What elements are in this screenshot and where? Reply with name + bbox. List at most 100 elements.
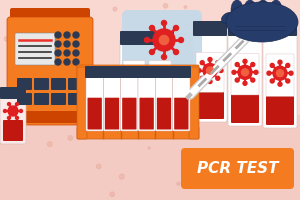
Circle shape	[145, 38, 149, 43]
Circle shape	[139, 136, 142, 139]
FancyBboxPatch shape	[17, 93, 32, 105]
FancyBboxPatch shape	[102, 66, 122, 78]
Circle shape	[55, 50, 61, 56]
Circle shape	[289, 71, 293, 75]
Text: PCR TEST: PCR TEST	[197, 161, 278, 176]
Circle shape	[73, 50, 79, 56]
FancyBboxPatch shape	[231, 95, 259, 123]
FancyBboxPatch shape	[105, 98, 119, 130]
Circle shape	[73, 59, 79, 65]
Circle shape	[149, 25, 154, 30]
Circle shape	[184, 6, 187, 8]
FancyBboxPatch shape	[85, 66, 104, 78]
FancyBboxPatch shape	[11, 111, 89, 123]
Circle shape	[218, 176, 222, 179]
Circle shape	[270, 79, 274, 83]
Ellipse shape	[270, 0, 282, 20]
Circle shape	[200, 61, 204, 65]
FancyBboxPatch shape	[0, 90, 26, 144]
Circle shape	[55, 59, 61, 65]
Circle shape	[257, 68, 260, 70]
FancyBboxPatch shape	[77, 127, 199, 139]
Circle shape	[270, 63, 274, 67]
Circle shape	[251, 78, 255, 82]
Circle shape	[242, 69, 248, 76]
Circle shape	[267, 71, 271, 75]
FancyBboxPatch shape	[34, 93, 49, 105]
FancyBboxPatch shape	[17, 78, 32, 90]
Circle shape	[64, 50, 70, 56]
Circle shape	[77, 109, 81, 112]
Polygon shape	[132, 68, 156, 82]
FancyBboxPatch shape	[51, 93, 66, 105]
Circle shape	[286, 63, 290, 67]
Ellipse shape	[257, 0, 269, 20]
FancyBboxPatch shape	[0, 87, 26, 99]
Circle shape	[20, 110, 22, 112]
Ellipse shape	[221, 12, 235, 24]
FancyBboxPatch shape	[154, 66, 174, 78]
Ellipse shape	[244, 0, 256, 20]
FancyBboxPatch shape	[149, 89, 171, 111]
Circle shape	[200, 76, 204, 80]
FancyBboxPatch shape	[172, 66, 191, 78]
Circle shape	[4, 37, 9, 41]
FancyBboxPatch shape	[122, 10, 202, 74]
Polygon shape	[0, 115, 300, 200]
Circle shape	[184, 22, 188, 27]
Circle shape	[110, 192, 114, 197]
Circle shape	[235, 63, 239, 67]
Circle shape	[277, 70, 284, 77]
Circle shape	[47, 110, 50, 113]
FancyBboxPatch shape	[173, 73, 190, 131]
Circle shape	[269, 74, 273, 77]
Circle shape	[47, 142, 52, 146]
FancyBboxPatch shape	[263, 21, 297, 36]
Circle shape	[206, 67, 214, 74]
FancyBboxPatch shape	[146, 31, 174, 45]
Circle shape	[216, 76, 220, 80]
Circle shape	[151, 28, 154, 31]
FancyBboxPatch shape	[228, 21, 262, 36]
Circle shape	[59, 62, 62, 65]
Circle shape	[163, 4, 168, 8]
Circle shape	[14, 95, 17, 99]
FancyBboxPatch shape	[266, 96, 294, 125]
Circle shape	[178, 38, 184, 43]
FancyBboxPatch shape	[193, 21, 227, 36]
Circle shape	[208, 58, 212, 62]
Circle shape	[149, 50, 154, 55]
Circle shape	[178, 72, 182, 76]
Circle shape	[64, 32, 70, 38]
Circle shape	[64, 59, 70, 65]
Circle shape	[203, 64, 217, 77]
Ellipse shape	[226, 2, 298, 42]
Circle shape	[16, 116, 19, 119]
FancyBboxPatch shape	[263, 28, 297, 128]
Circle shape	[235, 78, 239, 82]
FancyBboxPatch shape	[86, 73, 103, 131]
Circle shape	[97, 164, 101, 169]
Circle shape	[50, 78, 52, 80]
Circle shape	[8, 103, 10, 106]
FancyBboxPatch shape	[196, 52, 224, 92]
FancyBboxPatch shape	[193, 28, 227, 122]
FancyBboxPatch shape	[137, 66, 156, 78]
Circle shape	[151, 32, 155, 36]
Circle shape	[8, 116, 10, 119]
Circle shape	[161, 21, 166, 25]
Circle shape	[4, 110, 7, 112]
FancyBboxPatch shape	[138, 73, 155, 131]
FancyBboxPatch shape	[189, 67, 199, 139]
Circle shape	[278, 60, 282, 64]
Circle shape	[286, 79, 290, 83]
Circle shape	[159, 35, 169, 45]
Circle shape	[8, 106, 18, 116]
Circle shape	[243, 59, 247, 63]
FancyBboxPatch shape	[15, 33, 55, 65]
Circle shape	[278, 82, 282, 86]
FancyBboxPatch shape	[120, 31, 148, 45]
Circle shape	[73, 32, 79, 38]
Circle shape	[73, 41, 79, 47]
FancyBboxPatch shape	[174, 98, 188, 130]
